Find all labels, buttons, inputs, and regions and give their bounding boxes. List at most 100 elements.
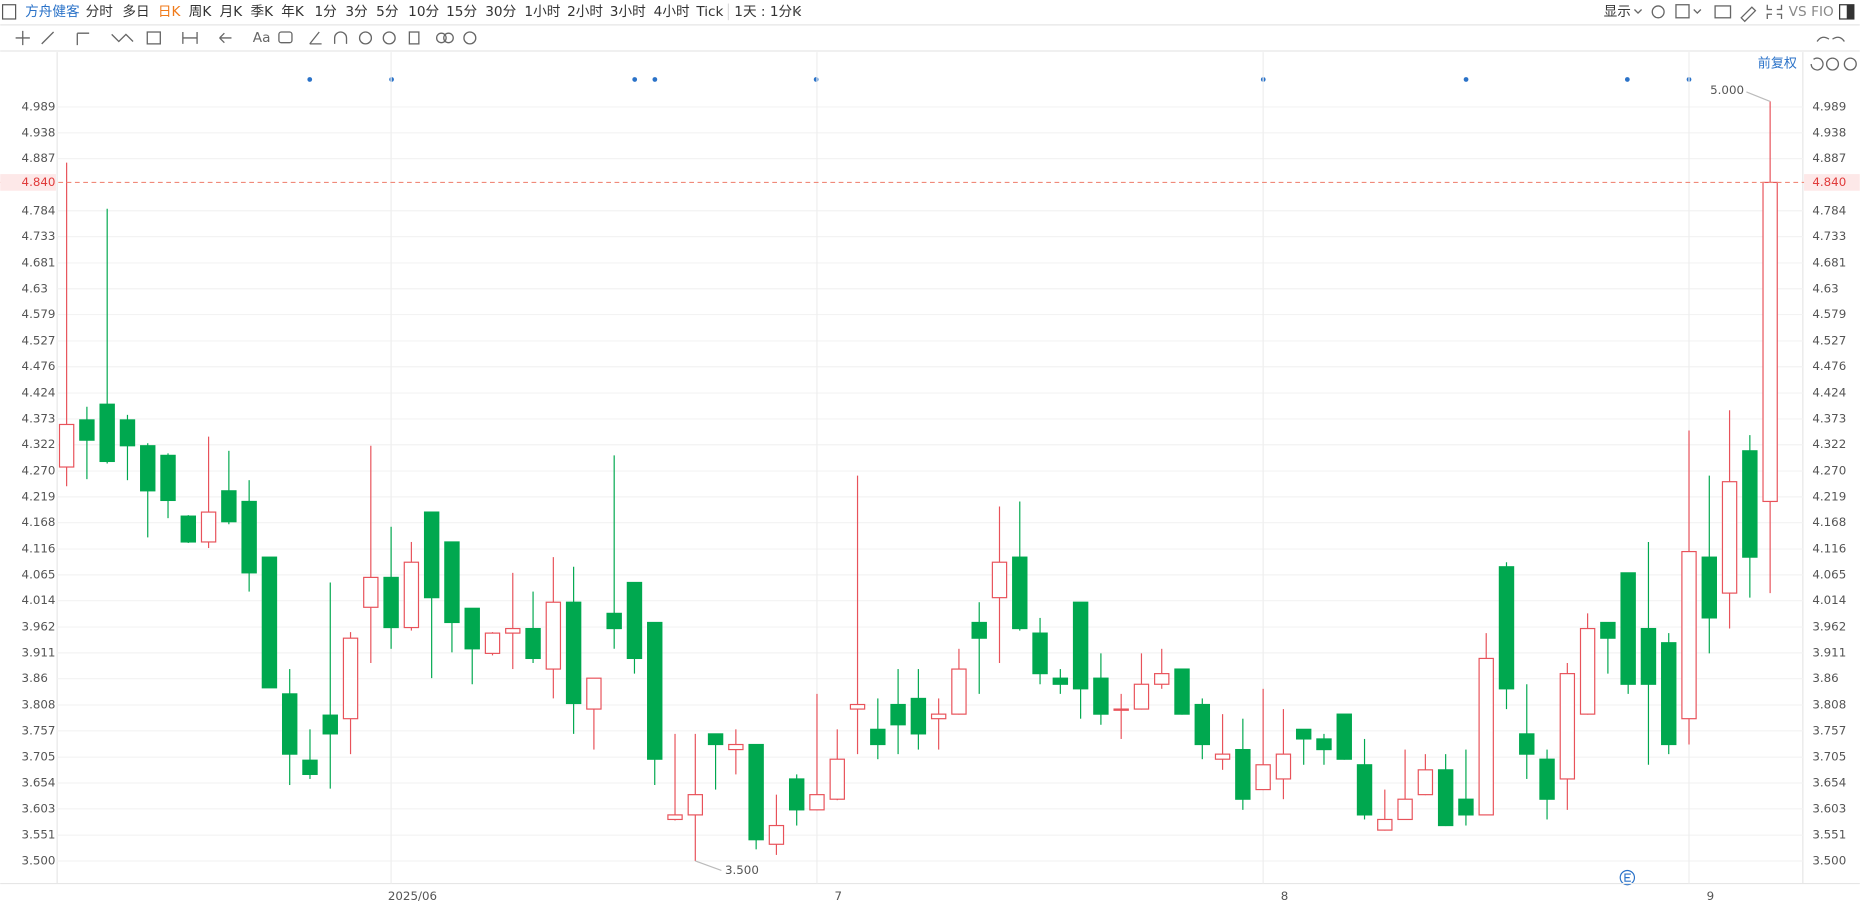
y-tick-label: 3.500: [22, 853, 56, 867]
period-tab[interactable]: 多日: [122, 3, 149, 20]
period-tab[interactable]: 日K: [158, 4, 182, 20]
period-tab[interactable]: 季K: [250, 4, 274, 20]
y-tick-label: 3.603: [22, 801, 56, 815]
angle-tool[interactable]: [309, 31, 322, 45]
adjust-label[interactable]: 前复权: [1758, 56, 1797, 72]
fio-button[interactable]: FIO: [1811, 4, 1834, 20]
candle-body: [1397, 798, 1413, 821]
y-tick-label: 4.784: [22, 203, 56, 217]
period-tab[interactable]: 3分: [345, 4, 368, 20]
fullscreen-icon[interactable]: [1766, 4, 1783, 19]
candle-body: [951, 668, 967, 715]
candle-body: [1721, 481, 1738, 594]
earnings-icon: [1619, 869, 1636, 886]
move-tool[interactable]: [15, 30, 30, 46]
event-marker[interactable]: [652, 77, 658, 82]
candle-body: [1661, 642, 1677, 746]
y2-tick-label: 4.270: [1812, 464, 1846, 478]
low-annotation: 3.500: [725, 863, 759, 877]
comment-tool[interactable]: [278, 31, 293, 44]
channel-tool[interactable]: [76, 32, 90, 46]
y2-tick-label: 4.527: [1812, 333, 1846, 347]
display-menu[interactable]: 显示: [1604, 4, 1631, 20]
candle-body: [58, 423, 75, 468]
candle-body: [849, 703, 866, 710]
event-marker[interactable]: [1624, 77, 1630, 82]
layout-icon[interactable]: [1675, 4, 1690, 19]
y2-tick-label: 4.168: [1812, 515, 1846, 529]
candle-body: [1255, 764, 1271, 791]
font-tool[interactable]: Aa: [253, 30, 271, 46]
event-marker[interactable]: [632, 77, 638, 82]
candle-body: [890, 703, 906, 726]
y2-tick-label: 3.808: [1812, 698, 1846, 712]
compare-tool[interactable]: [435, 32, 447, 44]
interval-select[interactable]: 1天 : 1分K: [734, 4, 802, 20]
event-markers: [307, 77, 1692, 82]
last-price-label: 4.840: [1812, 175, 1846, 189]
hide-tool[interactable]: [382, 31, 396, 45]
period-tab[interactable]: 年K: [281, 4, 305, 20]
earnings-marker[interactable]: [1619, 869, 1636, 886]
candle-body: [565, 601, 582, 705]
candle-body: [1113, 708, 1129, 711]
tool-settings[interactable]: [463, 31, 477, 45]
settings-icon[interactable]: [1651, 5, 1665, 19]
zoom-in[interactable]: [1843, 57, 1857, 71]
zoom-out[interactable]: [1825, 57, 1840, 71]
event-marker[interactable]: [1463, 77, 1469, 82]
period-tab[interactable]: Tick: [695, 4, 723, 20]
candle-body: [768, 824, 785, 845]
measure-tool[interactable]: [146, 31, 161, 45]
arrow-tool[interactable]: [219, 32, 232, 44]
line-tool[interactable]: [41, 31, 55, 45]
range-tool[interactable]: [182, 32, 198, 44]
pattern-tool[interactable]: [111, 33, 134, 43]
magnet-tool[interactable]: [333, 31, 348, 44]
vs-button[interactable]: VS: [1789, 4, 1807, 20]
candle-body: [1336, 713, 1352, 760]
candle-body: [1600, 621, 1616, 639]
candle-body: [403, 561, 420, 629]
period-tab[interactable]: 10分: [408, 4, 439, 20]
undo-redo[interactable]: [1816, 36, 1845, 42]
camera-icon[interactable]: [1714, 5, 1732, 19]
candle-body: [1275, 753, 1292, 780]
event-marker[interactable]: [813, 77, 819, 82]
period-tab[interactable]: 5分: [376, 4, 399, 20]
high-annotation-line: [1746, 91, 1771, 102]
period-tab[interactable]: 分时: [86, 4, 114, 20]
y2-tick-label: 4.733: [1812, 229, 1846, 243]
last-price-label: 4.840: [22, 175, 56, 189]
candle-body: [586, 677, 602, 710]
reset-zoom[interactable]: [1810, 57, 1824, 71]
candle-body: [221, 490, 237, 523]
candle-body: [1133, 683, 1150, 710]
candle-body: [1052, 677, 1069, 685]
period-tab[interactable]: 月K: [220, 4, 244, 20]
period-tab[interactable]: 周K: [189, 4, 213, 20]
candle-body: [484, 632, 501, 654]
lock-tool[interactable]: [358, 31, 373, 45]
y-tick-label: 4.373: [22, 411, 56, 425]
app-name[interactable]: 方舟健客: [25, 3, 80, 20]
period-tab[interactable]: 1小时: [524, 4, 560, 20]
period-tab[interactable]: 2小时: [567, 4, 603, 20]
zoom-controls: [1810, 57, 1857, 71]
period-tab[interactable]: 4小时: [654, 4, 690, 20]
delete-tool[interactable]: [408, 31, 420, 45]
candle-body: [281, 693, 298, 755]
pen-icon[interactable]: [1740, 6, 1757, 23]
period-tab[interactable]: 30分: [485, 4, 516, 20]
candle-body: [707, 733, 724, 746]
event-marker[interactable]: [307, 77, 313, 82]
period-tab[interactable]: 15分: [446, 4, 477, 20]
y-tick-label: 4.733: [22, 229, 56, 243]
y2-tick-label: 4.373: [1812, 411, 1846, 425]
candle-body: [971, 621, 987, 639]
sidebar-toggle[interactable]: [1, 4, 17, 20]
x-tick-label: 7: [835, 889, 843, 903]
period-tab[interactable]: 1分: [314, 4, 337, 20]
period-tab[interactable]: 3小时: [610, 4, 646, 20]
